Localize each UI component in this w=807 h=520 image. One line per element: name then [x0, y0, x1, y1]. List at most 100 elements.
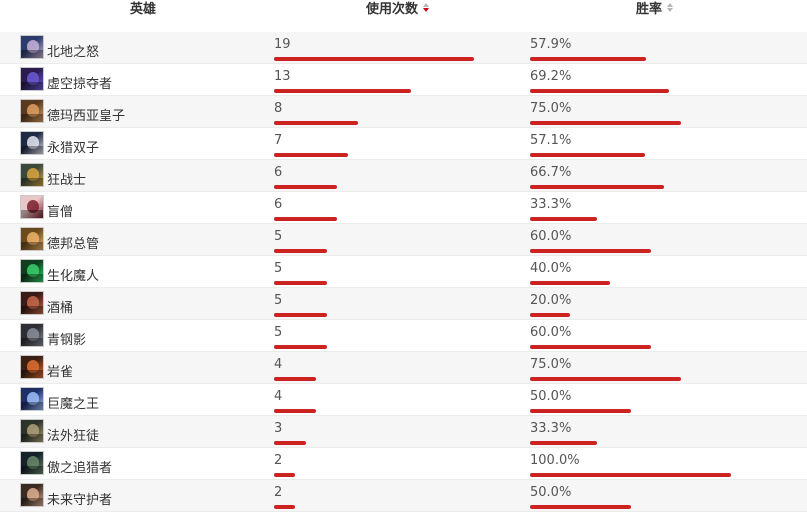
column-header-winrate-label: 胜率: [636, 1, 663, 17]
sort-icon[interactable]: [666, 1, 674, 13]
uses-bar: [274, 313, 327, 317]
champion-portrait-icon: [27, 360, 39, 373]
champion-name[interactable]: 巨魔之王: [47, 397, 100, 412]
winrate-value: 66.7%: [530, 165, 572, 180]
champion-avatar-icon[interactable]: [20, 195, 44, 219]
winrate-value: 100.0%: [530, 453, 580, 468]
winrate-bar: [530, 281, 610, 285]
table-row[interactable]: 法外狂徒 3 33.3%: [0, 416, 807, 448]
winrate-bar: [530, 153, 645, 157]
champion-avatar-icon[interactable]: [20, 163, 44, 187]
table-row[interactable]: 德玛西亚皇子 8 75.0%: [0, 96, 807, 128]
champion-avatar-icon[interactable]: [20, 451, 44, 475]
uses-bar: [274, 377, 316, 381]
table-row[interactable]: 永猎双子 7 57.1%: [0, 128, 807, 160]
champion-name[interactable]: 德玛西亚皇子: [47, 109, 126, 124]
champion-avatar-icon[interactable]: [20, 483, 44, 507]
winrate-bar: [530, 217, 597, 221]
winrate-value: 50.0%: [530, 485, 572, 500]
table-row[interactable]: 岩雀 4 75.0%: [0, 352, 807, 384]
portrait-shade: [21, 466, 43, 474]
champion-name[interactable]: 虚空掠夺者: [47, 77, 113, 92]
table-row[interactable]: 青钢影 5 60.0%: [0, 320, 807, 352]
champion-name[interactable]: 狂战士: [47, 173, 87, 188]
champion-portrait-icon: [27, 104, 39, 117]
sort-ascending-icon: [667, 2, 674, 7]
table-row[interactable]: 酒桶 5 20.0%: [0, 288, 807, 320]
champion-portrait-icon: [27, 136, 39, 149]
champion-name[interactable]: 青钢影: [47, 333, 87, 348]
champion-avatar-icon[interactable]: [20, 387, 44, 411]
uses-count: 6: [274, 165, 283, 180]
uses-count: 5: [274, 261, 283, 276]
uses-bar: [274, 473, 295, 477]
portrait-shade: [21, 50, 43, 58]
champion-portrait-icon: [27, 328, 39, 341]
winrate-bar: [530, 441, 597, 445]
uses-count: 5: [274, 293, 283, 308]
uses-count: 3: [274, 421, 283, 436]
table-header: 英雄 使用次数 胜率: [0, 0, 807, 30]
column-header-uses-label: 使用次数: [366, 1, 419, 17]
hero-table-body: 北地之怒 19 57.9% 虚空掠夺者 13 69.2% 德玛西亚皇子 8 75.0% 永猎双子 7…: [0, 32, 807, 512]
champion-avatar-icon[interactable]: [20, 99, 44, 123]
sort-ascending-icon: [423, 2, 430, 7]
champion-name[interactable]: 盲僧: [47, 205, 74, 220]
champion-name[interactable]: 德邦总管: [47, 237, 100, 252]
winrate-value: 33.3%: [530, 421, 572, 436]
champion-portrait-icon: [27, 456, 39, 469]
table-row[interactable]: 德邦总管 5 60.0%: [0, 224, 807, 256]
winrate-bar: [530, 377, 681, 381]
table-row[interactable]: 傲之追猎者 2 100.0%: [0, 448, 807, 480]
uses-bar: [274, 89, 411, 93]
portrait-shade: [21, 306, 43, 314]
column-header-uses[interactable]: 使用次数: [366, 0, 430, 17]
uses-count: 5: [274, 229, 283, 244]
champion-avatar-icon[interactable]: [20, 419, 44, 443]
champion-portrait-icon: [27, 488, 39, 501]
table-row[interactable]: 生化魔人 5 40.0%: [0, 256, 807, 288]
uses-bar: [274, 217, 337, 221]
champion-name[interactable]: 法外狂徒: [47, 429, 100, 444]
uses-count: 19: [274, 37, 291, 52]
sort-descending-icon: [667, 7, 674, 12]
champion-name[interactable]: 岩雀: [47, 365, 74, 380]
champion-name[interactable]: 北地之怒: [47, 45, 100, 60]
table-row[interactable]: 盲僧 6 33.3%: [0, 192, 807, 224]
champion-avatar-icon[interactable]: [20, 291, 44, 315]
uses-bar: [274, 121, 358, 125]
champion-name[interactable]: 永猎双子: [47, 141, 100, 156]
champion-name[interactable]: 酒桶: [47, 301, 74, 316]
champion-avatar-icon[interactable]: [20, 323, 44, 347]
champion-avatar-icon[interactable]: [20, 355, 44, 379]
table-row[interactable]: 狂战士 6 66.7%: [0, 160, 807, 192]
column-header-winrate[interactable]: 胜率: [636, 0, 674, 17]
champion-avatar-icon[interactable]: [20, 67, 44, 91]
uses-count: 6: [274, 197, 283, 212]
winrate-bar: [530, 121, 681, 125]
champion-name[interactable]: 傲之追猎者: [47, 461, 113, 476]
winrate-value: 20.0%: [530, 293, 572, 308]
champion-avatar-icon[interactable]: [20, 131, 44, 155]
uses-bar: [274, 249, 327, 253]
uses-count: 4: [274, 357, 283, 372]
winrate-bar: [530, 345, 651, 349]
table-row[interactable]: 虚空掠夺者 13 69.2%: [0, 64, 807, 96]
champion-avatar-icon[interactable]: [20, 259, 44, 283]
table-row[interactable]: 北地之怒 19 57.9%: [0, 32, 807, 64]
table-row[interactable]: 巨魔之王 4 50.0%: [0, 384, 807, 416]
champion-avatar-icon[interactable]: [20, 227, 44, 251]
champion-portrait-icon: [27, 72, 39, 85]
portrait-shade: [21, 146, 43, 154]
portrait-shade: [21, 242, 43, 250]
champion-avatar-icon[interactable]: [20, 35, 44, 59]
winrate-bar: [530, 409, 631, 413]
champion-portrait-icon: [27, 264, 39, 277]
winrate-bar: [530, 89, 669, 93]
champion-name[interactable]: 生化魔人: [47, 269, 100, 284]
sort-descending-icon: [423, 7, 430, 12]
sort-icon[interactable]: [422, 1, 430, 13]
winrate-bar: [530, 313, 570, 317]
champion-name[interactable]: 未来守护者: [47, 493, 113, 508]
table-row[interactable]: 未来守护者 2 50.0%: [0, 480, 807, 512]
